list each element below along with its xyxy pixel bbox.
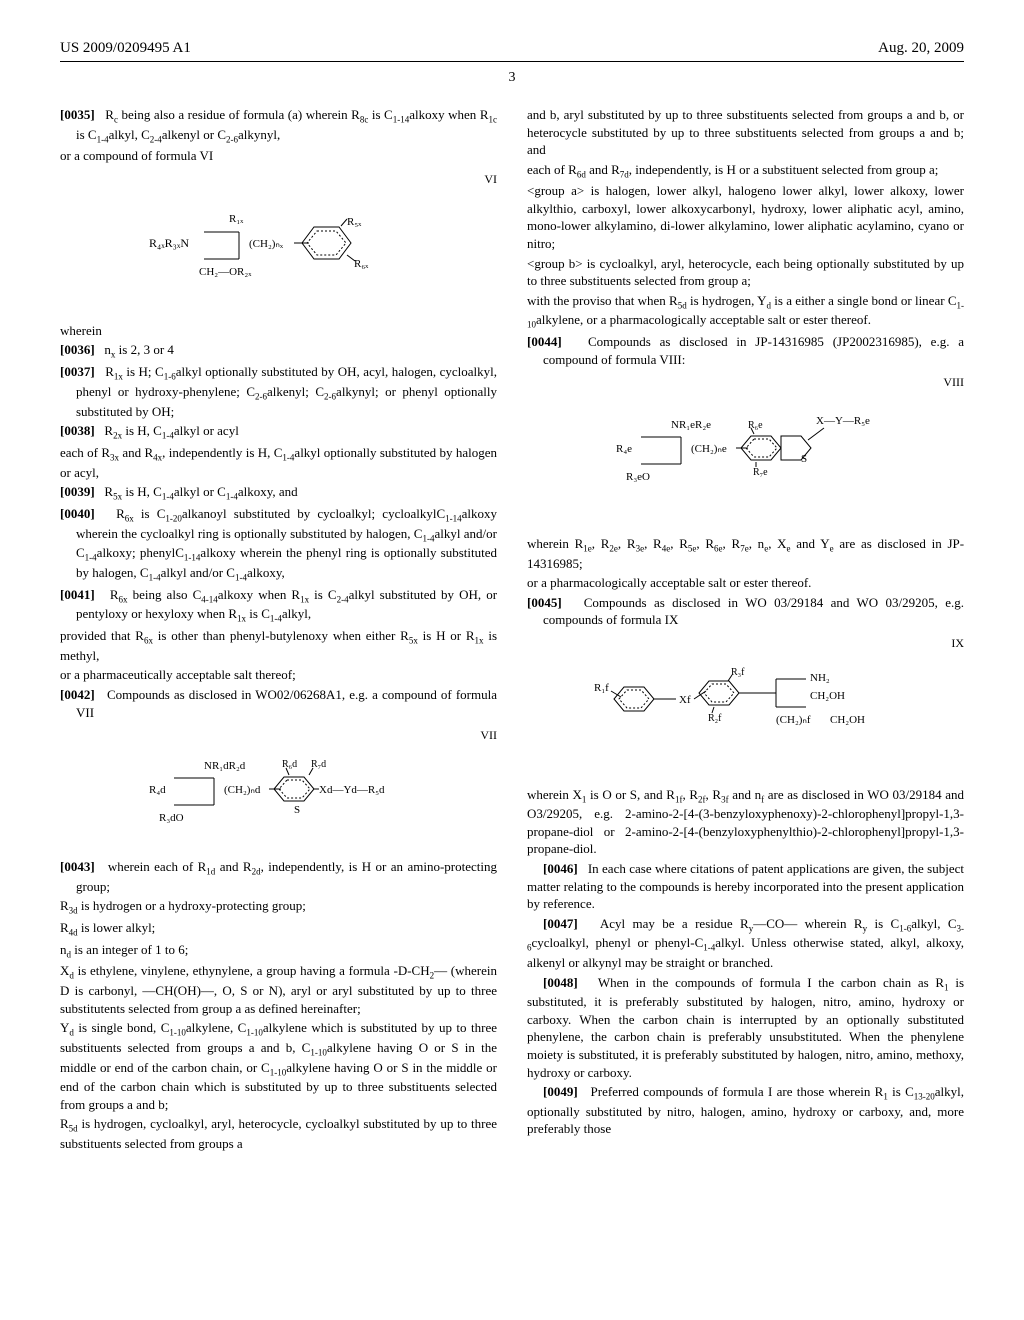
formula-vii-structure: NR₁dR₂d R₄d R₃dO (CH₂)ₙd R₆d R₇d S Xd—Yd… — [60, 753, 497, 838]
para-0049-num: [0049] — [543, 1084, 578, 1099]
para-0047-text: Acyl may be a residue Ry—CO— wherein Ry … — [527, 916, 964, 970]
para-0042-num: [0042] — [60, 687, 95, 702]
formula-ix-label: IX — [527, 635, 964, 651]
svg-text:R₂f: R₂f — [708, 713, 722, 724]
para-0035-text: Rc being also a residue of formula (a) w… — [76, 107, 497, 142]
para-0039-num: [0039] — [60, 484, 95, 499]
para-0046-num: [0046] — [543, 861, 578, 876]
svg-text:R₃dO: R₃dO — [159, 812, 184, 824]
para-0037-num: [0037] — [60, 364, 95, 379]
para-0038-num: [0038] — [60, 423, 95, 438]
svg-text:(CH₂)ₙd: (CH₂)ₙd — [224, 784, 261, 796]
para-0047-num: [0047] — [543, 916, 578, 931]
page: US 2009/0209495 A1 Aug. 20, 2009 3 [0035… — [0, 0, 1024, 1195]
para-0035-num: [0035] — [60, 107, 95, 122]
svg-text:R₆e: R₆e — [748, 420, 763, 431]
formula-vi-structure: R₄ₓR₃ₓN R₁ₓ CH₂—OR₂ₓ (CH₂)ₙₓ R₅ₓ R₆ₓ — [60, 197, 497, 302]
svg-text:Xf: Xf — [679, 694, 691, 706]
left-column: [0035] Rc being also a residue of formul… — [60, 106, 497, 1155]
body-columns: [0035] Rc being also a residue of formul… — [60, 106, 964, 1155]
svg-text:S: S — [801, 453, 807, 465]
xd-text: Xd is ethylene, vinylene, ethynylene, a … — [60, 962, 497, 1017]
wherein-ix: wherein X1 is O or S, and R1f, R2f, R3f … — [527, 786, 964, 858]
svg-text:X—Y—R₅e: X—Y—R₅e — [816, 415, 870, 427]
para-0041-num: [0041] — [60, 587, 95, 602]
para-0049-text: Preferred compounds of formula I are tho… — [527, 1084, 964, 1136]
group-a: <group a> is halogen, lower alkyl, halog… — [527, 182, 964, 252]
r5d-text: R5d is hydrogen, cycloalkyl, aryl, heter… — [60, 1115, 497, 1152]
right-column: and b, aryl substituted by up to three s… — [527, 106, 964, 1155]
formula-ix-structure: R₁f Xf R₃f R₂f NH — [527, 661, 964, 766]
or-salt2: or a pharmacologically acceptable salt o… — [527, 574, 964, 592]
header: US 2009/0209495 A1 Aug. 20, 2009 — [60, 40, 964, 62]
svg-text:NR₁eR₂e: NR₁eR₂e — [671, 419, 711, 431]
para-0048-num: [0048] — [543, 975, 578, 990]
svg-text:CH₂—OR₂ₓ: CH₂—OR₂ₓ — [199, 266, 252, 278]
formula-vii-label: VII — [60, 727, 497, 743]
para-0037-text: R1x is H; C1-6alkyl optionally substitut… — [76, 364, 497, 418]
para-0045-num: [0045] — [527, 595, 562, 610]
svg-text:Xd—Yd—R₅d: Xd—Yd—R₅d — [319, 784, 385, 796]
svg-text:R₁f: R₁f — [594, 682, 609, 694]
svg-text:R₄d: R₄d — [149, 784, 166, 796]
svg-text:R₄e: R₄e — [616, 443, 632, 455]
para-0036-num: [0036] — [60, 342, 95, 357]
svg-text:R₆d: R₆d — [282, 759, 297, 770]
provided-text: provided that R6x is other than phenyl-b… — [60, 627, 497, 664]
or-formula-vi: or a compound of formula VI — [60, 147, 497, 165]
para-0040-num: [0040] — [60, 506, 95, 521]
para-0045-text: Compounds as disclosed in WO 03/29184 an… — [543, 595, 964, 628]
patent-number: US 2009/0209495 A1 — [60, 40, 191, 57]
formula-viii-structure: NR₁eR₂e R₄e R₃eO (CH₂)ₙe R₆e R₇e S — [527, 400, 964, 515]
r6d-r7d: each of R6d and R7d, independently, is H… — [527, 161, 964, 181]
para-0043-num: [0043] — [60, 859, 95, 874]
svg-text:CH₂OH: CH₂OH — [810, 690, 845, 702]
para-0040-text: R6x is C1-20alkanoyl substituted by cycl… — [76, 506, 497, 580]
each-r3-r4: each of R3x and R4x, independently is H,… — [60, 444, 497, 481]
svg-text:R₁ₓ: R₁ₓ — [229, 213, 244, 225]
para-0041-text: R6x being also C4-14alkoxy when R1x is C… — [76, 587, 497, 622]
svg-text:(CH₂)ₙₓ: (CH₂)ₙₓ — [249, 238, 284, 250]
para-0043-text: wherein each of R1d and R2d, independent… — [76, 859, 497, 894]
group-b: <group b> is cycloalkyl, aryl, heterocyc… — [527, 255, 964, 290]
nd-text: nd is an integer of 1 to 6; — [60, 941, 497, 961]
svg-text:R₅ₓ: R₅ₓ — [347, 216, 362, 228]
wherein: wherein — [60, 322, 497, 340]
svg-text:R₇e: R₇e — [753, 467, 768, 478]
para-0042-text: Compounds as disclosed in WO02/06268A1, … — [76, 687, 497, 720]
svg-text:(CH₂)ₙe: (CH₂)ₙe — [691, 443, 727, 455]
svg-text:(CH₂)ₙf: (CH₂)ₙf — [776, 714, 811, 726]
para-0039-text: R5x is H, C1-4alkyl or C1-4alkoxy, and — [104, 484, 297, 499]
formula-vi-label: VI — [60, 171, 497, 187]
svg-text:S: S — [294, 804, 300, 816]
para-0044-text: Compounds as disclosed in JP-14316985 (J… — [543, 334, 964, 367]
page-number: 3 — [60, 70, 964, 86]
cont1: and b, aryl substituted by up to three s… — [527, 106, 964, 159]
para-0038-text: R2x is H, C1-4alkyl or acyl — [104, 423, 238, 438]
r3d-text: R3d is hydrogen or a hydroxy-protecting … — [60, 897, 497, 917]
or-salt: or a pharmaceutically acceptable salt th… — [60, 666, 497, 684]
para-0036-text: nx is 2, 3 or 4 — [104, 342, 174, 357]
para-0046-text: In each case where citations of patent a… — [527, 861, 964, 911]
svg-text:R₃f: R₃f — [731, 667, 745, 678]
para-0044-num: [0044] — [527, 334, 562, 349]
svg-text:CH₂OH: CH₂OH — [830, 714, 865, 726]
r4d-text: R4d is lower alkyl; — [60, 919, 497, 939]
publication-date: Aug. 20, 2009 — [878, 40, 964, 57]
svg-text:NR₁dR₂d: NR₁dR₂d — [204, 760, 246, 772]
wherein-viii: wherein R1e, R2e, R3e, R4e, R5e, R6e, R7… — [527, 535, 964, 572]
svg-text:NH₂: NH₂ — [810, 672, 830, 684]
proviso: with the proviso that when R5d is hydrog… — [527, 292, 964, 331]
svg-text:R₄ₓR₃ₓN: R₄ₓR₃ₓN — [149, 236, 189, 250]
svg-text:R₆ₓ: R₆ₓ — [354, 258, 369, 270]
svg-text:R₃eO: R₃eO — [626, 471, 650, 483]
formula-viii-label: VIII — [527, 374, 964, 390]
yd-text: Yd is single bond, C1-10alkylene, C1-10a… — [60, 1019, 497, 1113]
para-0048-text: When in the compounds of formula I the c… — [527, 975, 964, 1080]
